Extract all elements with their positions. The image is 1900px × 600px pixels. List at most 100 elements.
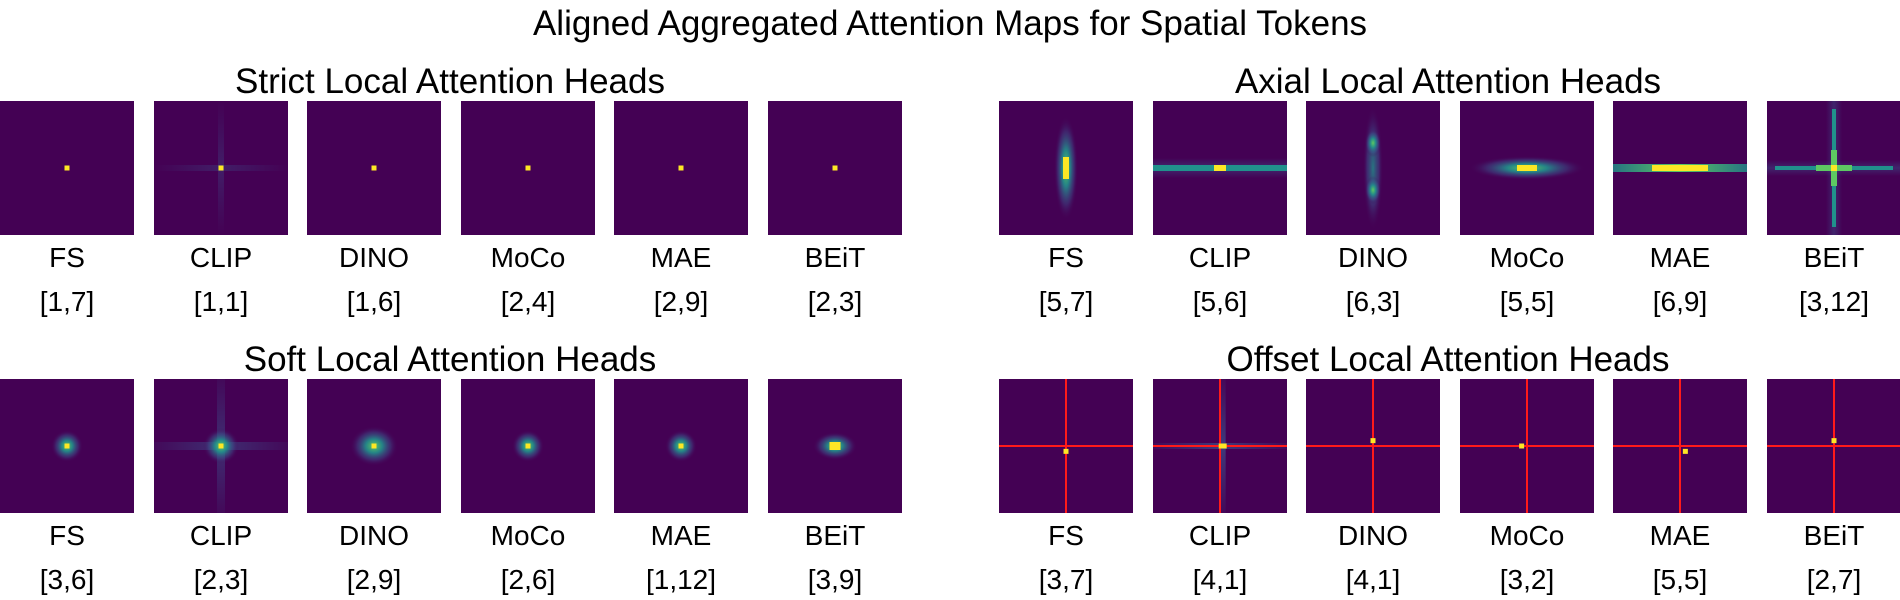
attention-panel: DINO [6,3]	[1306, 101, 1440, 319]
model-label: FS	[1048, 242, 1084, 273]
attention-panel: MAE [5,5]	[1613, 379, 1747, 597]
model-label: DINO	[1338, 242, 1408, 273]
head-index-label: [2,3]	[807, 286, 863, 317]
model-label: CLIP	[189, 520, 253, 551]
section-title: Axial Local Attention Heads	[1234, 62, 1662, 101]
attention-panel: MAE [2,9]	[614, 101, 748, 319]
attention-panel: CLIP [4,1]	[1153, 379, 1287, 597]
model-label: BEiT	[804, 242, 866, 273]
attention-panel: BEiT [3,9]	[768, 379, 902, 597]
attention-panel: BEiT [2,7]	[1767, 379, 1900, 597]
model-label: CLIP	[1188, 242, 1252, 273]
attention-map	[0, 101, 134, 235]
attention-peak	[1063, 448, 1069, 454]
attention-map	[768, 379, 902, 513]
attention-map	[0, 379, 134, 513]
section-title: Soft Local Attention Heads	[243, 340, 657, 379]
head-index-label: [3,9]	[807, 564, 863, 595]
model-label: BEiT	[1803, 242, 1865, 273]
attention-map	[1460, 101, 1594, 235]
attention-panel: FS [5,7]	[999, 101, 1133, 319]
head-index-label: [3,12]	[1798, 286, 1870, 317]
attention-panel: FS [3,6]	[0, 379, 134, 597]
attention-map	[999, 101, 1133, 235]
attention-peak	[678, 443, 684, 449]
attention-map	[461, 101, 595, 235]
head-index-label: [6,3]	[1345, 286, 1401, 317]
attention-map	[999, 379, 1133, 513]
head-index-label: [1,12]	[645, 564, 717, 595]
head-index-label: [2,4]	[500, 286, 556, 317]
model-label: DINO	[1338, 520, 1408, 551]
attention-map	[614, 101, 748, 235]
attention-peak	[678, 165, 684, 171]
head-index-label: [3,7]	[1038, 564, 1094, 595]
head-index-label: [2,9]	[653, 286, 709, 317]
attention-panel: CLIP [5,6]	[1153, 101, 1287, 319]
attention-map	[307, 101, 441, 235]
head-index-label: [5,6]	[1192, 286, 1248, 317]
attention-peak	[832, 165, 838, 171]
attention-peak	[1831, 438, 1837, 444]
attention-panel: MoCo [5,5]	[1460, 101, 1594, 319]
model-label: MAE	[650, 520, 712, 551]
attention-peak	[218, 443, 224, 449]
head-index-label: [6,9]	[1652, 286, 1708, 317]
attention-map	[461, 379, 595, 513]
model-label: CLIP	[189, 242, 253, 273]
attention-panel: DINO [1,6]	[307, 101, 441, 319]
head-index-label: [1,1]	[193, 286, 249, 317]
attention-map	[1460, 379, 1594, 513]
head-index-label: [3,6]	[39, 564, 95, 595]
attention-map	[1767, 379, 1900, 513]
head-index-label: [2,9]	[346, 564, 402, 595]
attention-panel: CLIP [1,1]	[154, 101, 288, 319]
head-index-label: [4,1]	[1345, 564, 1401, 595]
head-index-label: [2,3]	[193, 564, 249, 595]
section-title: Offset Local Attention Heads	[1226, 340, 1670, 379]
attention-peak	[1519, 443, 1525, 449]
model-label: MoCo	[490, 520, 566, 551]
head-index-label: [2,6]	[500, 564, 556, 595]
model-label: FS	[49, 520, 85, 551]
attention-peak	[1682, 448, 1688, 454]
model-label: MoCo	[490, 242, 566, 273]
attention-map	[1306, 379, 1440, 513]
attention-map	[768, 101, 902, 235]
model-label: BEiT	[1803, 520, 1865, 551]
attention-panel: MoCo [2,4]	[461, 101, 595, 319]
attention-panel: DINO [2,9]	[307, 379, 441, 597]
attention-panel: FS [1,7]	[0, 101, 134, 319]
model-label: DINO	[339, 520, 409, 551]
head-index-label: [5,5]	[1652, 564, 1708, 595]
attention-peak	[64, 165, 70, 171]
attention-peak	[829, 442, 841, 450]
model-label: BEiT	[804, 520, 866, 551]
model-label: MoCo	[1489, 242, 1565, 273]
attention-map	[1767, 101, 1900, 235]
head-index-label: [4,1]	[1192, 564, 1248, 595]
attention-map	[307, 379, 441, 513]
model-label: MAE	[1649, 242, 1711, 273]
head-index-label: [3,2]	[1499, 564, 1555, 595]
attention-map	[1153, 101, 1287, 235]
figure-title: Aligned Aggregated Attention Maps for Sp…	[532, 4, 1368, 43]
attention-peak	[218, 165, 224, 171]
attention-peak	[371, 165, 377, 171]
attention-panel: BEiT [2,3]	[768, 101, 902, 319]
model-label: FS	[49, 242, 85, 273]
attention-peak	[1218, 443, 1227, 449]
attention-panel: MoCo [2,6]	[461, 379, 595, 597]
model-label: FS	[1048, 520, 1084, 551]
attention-peak	[525, 443, 531, 449]
attention-map	[1306, 101, 1440, 235]
attention-panel: MoCo [3,2]	[1460, 379, 1594, 597]
attention-peak	[525, 165, 531, 171]
head-index-label: [5,5]	[1499, 286, 1555, 317]
attention-peak	[1831, 165, 1837, 171]
attention-map	[614, 379, 748, 513]
head-index-label: [2,7]	[1806, 564, 1862, 595]
head-index-label: [5,7]	[1038, 286, 1094, 317]
model-label: MAE	[650, 242, 712, 273]
attention-map	[154, 101, 288, 235]
